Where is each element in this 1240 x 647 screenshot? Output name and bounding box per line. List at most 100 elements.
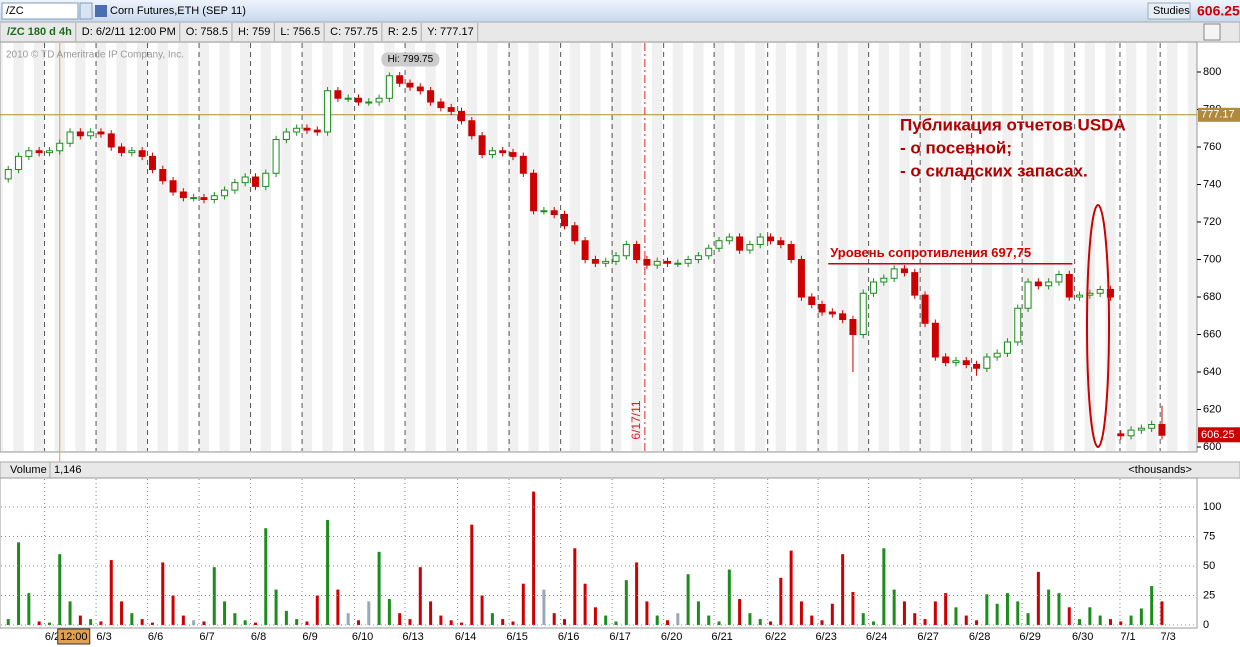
volume-bar	[1047, 589, 1051, 625]
stripe	[868, 43, 879, 451]
volume-bar	[666, 620, 670, 625]
stripe	[806, 43, 817, 451]
volume-bar	[913, 613, 917, 625]
cursor-tag	[57, 628, 91, 645]
stripe	[229, 43, 241, 451]
stripe	[1136, 43, 1147, 451]
volume-bar	[995, 603, 999, 625]
y-tick-label: 100	[1203, 501, 1221, 513]
volume-bar	[1016, 601, 1020, 625]
candle-body	[787, 244, 795, 260]
volume-bar	[109, 560, 113, 625]
stripe	[1033, 43, 1044, 451]
candle-body	[1106, 289, 1114, 298]
volume-bar	[130, 613, 134, 625]
candle-body	[1096, 289, 1104, 294]
annotation: Публикация отчетов USDA	[900, 115, 1126, 134]
stripe	[682, 43, 694, 451]
candle-body	[622, 244, 630, 257]
volume-bar	[89, 619, 93, 625]
candle-body	[591, 259, 599, 264]
symbol-box[interactable]	[1, 2, 79, 20]
volume-bar	[542, 589, 546, 625]
volume-bar	[707, 615, 711, 625]
stripe	[456, 43, 467, 451]
volume-bar	[192, 620, 196, 625]
candle-body	[911, 272, 919, 296]
volume-bar	[181, 615, 185, 625]
volume-bar	[315, 595, 319, 625]
volume-bar	[851, 591, 855, 625]
stripe	[1115, 43, 1126, 451]
info-item: C: 757.75	[330, 26, 378, 38]
symbol-dropdown[interactable]	[79, 2, 93, 20]
candle-body	[818, 304, 826, 313]
volume-bar	[1098, 615, 1102, 625]
x-tick-label: 6/16	[558, 631, 579, 643]
instrument-icon	[95, 5, 107, 17]
instrument: Corn Futures,ETH (SEP 11)	[110, 5, 246, 17]
high-label: Hi: 799.75	[388, 54, 434, 65]
candle-body	[890, 268, 898, 279]
volume-bar	[727, 569, 731, 625]
candle-body	[1148, 424, 1156, 429]
last-tag	[1198, 427, 1240, 443]
settings-button[interactable]	[1203, 23, 1221, 41]
volume-bar	[717, 621, 721, 625]
last-price: 606.25	[1197, 3, 1240, 19]
volume-bar	[470, 524, 474, 625]
candle-body	[849, 319, 857, 335]
candle-body	[365, 101, 373, 104]
candle-body	[488, 150, 496, 155]
candle-body	[931, 322, 939, 358]
candle-body	[396, 75, 404, 84]
volume-bar	[429, 601, 433, 625]
volume-bar	[902, 601, 906, 625]
volume-bar	[964, 615, 968, 625]
candle-body	[952, 360, 960, 364]
x-tick-label: 6/22	[765, 631, 786, 643]
candle-body	[880, 277, 888, 283]
event-label: 6/17/11	[629, 400, 643, 439]
candle-body	[179, 191, 187, 199]
candle-body	[612, 255, 620, 262]
studies-button[interactable]	[1147, 2, 1191, 20]
y-tick-label: 25	[1203, 589, 1215, 601]
candle-body	[530, 172, 538, 212]
candle-body	[633, 244, 641, 260]
stripe	[23, 43, 34, 451]
volume-bar	[439, 615, 443, 625]
candle-body	[25, 150, 33, 157]
y-tick-label: 640	[1203, 366, 1221, 378]
volume-bar	[830, 603, 834, 625]
stripe	[332, 43, 344, 451]
high-tag	[381, 52, 440, 67]
volume-bar	[480, 595, 484, 625]
candle-body	[457, 110, 465, 122]
volume-bar	[1067, 607, 1071, 625]
candle-body	[746, 244, 754, 251]
candle-body	[736, 236, 744, 251]
volume-bar	[552, 613, 556, 625]
stripe	[847, 43, 859, 451]
volume-bar	[377, 551, 381, 625]
candle-body	[231, 182, 239, 191]
volume-bar	[78, 615, 82, 625]
volume-bar	[161, 562, 165, 625]
candle-body	[282, 131, 290, 140]
volume-bar	[223, 601, 227, 625]
candle-body	[828, 311, 836, 315]
stripe	[85, 43, 96, 451]
stripe	[909, 43, 920, 451]
stripe	[1095, 43, 1106, 451]
volume-bar	[758, 619, 762, 625]
candle-body	[1127, 429, 1135, 437]
volume-bar	[769, 621, 773, 625]
candle-body	[406, 82, 414, 88]
stripe	[353, 43, 364, 451]
volume-bar	[841, 554, 845, 625]
candle-body	[66, 131, 74, 144]
volume-bar	[274, 589, 278, 625]
volume-bar	[1026, 613, 1030, 625]
volume-bar	[171, 595, 175, 625]
